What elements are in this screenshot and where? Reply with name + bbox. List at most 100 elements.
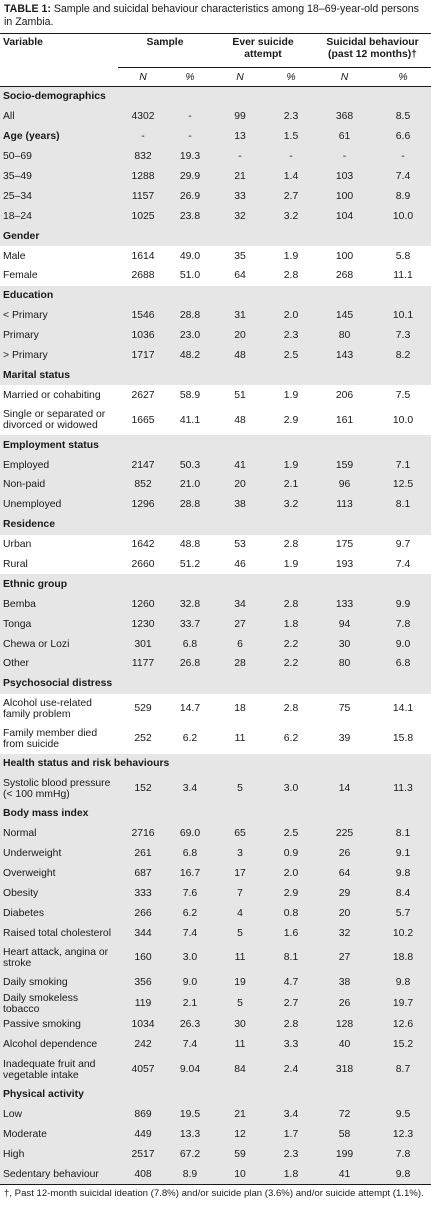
table-cell: 20 — [314, 903, 376, 924]
table-cell: 13 — [212, 126, 268, 147]
table-cell: 7.5 — [395, 389, 411, 401]
subheader-pct: % — [268, 67, 315, 87]
section-row: Marital status — [0, 365, 431, 386]
table-cell: 10.1 — [375, 305, 431, 326]
header-group-suicidal-behaviour: Suicidal behaviour (past 12 months)† — [314, 33, 431, 68]
table-cell: 49.0 — [179, 250, 201, 262]
table-cell: 1614 — [131, 250, 155, 262]
table-cell: 96 — [314, 475, 376, 495]
header-row: Variable Sample Ever suicide attempt Sui… — [0, 33, 431, 87]
table-cell: 27 — [212, 614, 268, 635]
row-label: Age (years) — [0, 126, 118, 147]
table-cell: 26.9 — [168, 186, 212, 207]
table-cell: 128 — [314, 1014, 376, 1035]
row-label: 50–69 — [0, 146, 118, 167]
table-cell: 26.8 — [168, 654, 212, 674]
table-cell: 11 — [212, 942, 268, 973]
row-label: Raised total cholesterol — [0, 923, 118, 943]
row-label: Heart attack, angina or stroke — [0, 942, 118, 973]
table-cell: 11 — [234, 733, 246, 745]
table-cell: 2.1 — [168, 992, 212, 1015]
row-label: Employed — [0, 455, 118, 476]
section-row: Residence — [0, 514, 431, 535]
table-cell: 2.7 — [268, 992, 315, 1015]
row-label: Passive smoking — [0, 1014, 118, 1035]
row-label: Other — [0, 654, 118, 674]
table-cell: 1546 — [118, 305, 168, 326]
table-cell: 51.0 — [179, 270, 201, 282]
row-label: Single or separated or divorced or widow… — [3, 409, 106, 432]
table-cell: 1025 — [118, 206, 168, 227]
table-cell: 34 — [212, 594, 268, 615]
table-cell: 41.1 — [179, 414, 201, 426]
table-cell: 26 — [314, 992, 376, 1015]
table-row: Daily smokeless tobacco 119 2.1 5 2.7 26 19.7 — [0, 992, 431, 1015]
table-cell: 145 — [314, 305, 376, 326]
table-cell: 6.8 — [375, 654, 431, 674]
table-cell: 6.8 — [168, 634, 212, 655]
subheader-row: N % N % N % — [0, 67, 431, 87]
table-cell: 529 — [134, 703, 152, 715]
table-cell: 21.0 — [168, 475, 212, 495]
table-cell: 1642 — [131, 539, 155, 551]
row-label: Inadequate fruit and vegetable intake — [0, 1054, 118, 1085]
row-label: > Primary — [0, 345, 118, 366]
table-row: Moderate 449 13.3 12 1.7 58 12.3 — [0, 1124, 431, 1145]
table-cell: - — [212, 146, 268, 167]
table-row: All 4302-99 2.3 368 8.5 — [0, 106, 431, 127]
table-cell: 7.4 — [168, 923, 212, 943]
table-row: 35–49 1288 29.9 21 1.4 103 7.4 — [0, 166, 431, 187]
table-cell: 10.2 — [375, 923, 431, 943]
table-cell: 356 — [118, 972, 168, 993]
table-row: Family member died from suicide 252 6.2 11 6… — [0, 724, 431, 754]
section-row: Physical activity — [0, 1084, 431, 1105]
table-cell: 15.8 — [392, 733, 414, 745]
table-cell: 4 — [212, 903, 268, 924]
table-cell: 5 — [212, 923, 268, 943]
table-cell: 69.0 — [168, 823, 212, 844]
section-row: Ethnic group — [0, 574, 431, 595]
table-cell: 1288 — [118, 166, 168, 187]
section-label: Body mass index — [0, 803, 431, 824]
table-cell: 1.8 — [268, 1164, 315, 1185]
subheader-pct: % — [375, 67, 431, 87]
table-row: 18–24 1025 23.8 32 3.2 104 10.0 — [0, 206, 431, 227]
row-label: 18–24 — [0, 206, 118, 227]
table-row: Employed 2147 50.3 41 1.9 159 7.1 — [0, 455, 431, 476]
row-label: Underweight — [0, 843, 118, 864]
table-cell: 333 — [118, 883, 168, 904]
table-cell: 59 — [212, 1144, 268, 1165]
table-cell: 687 — [118, 863, 168, 884]
row-label: Rural — [3, 559, 28, 571]
table-cell: 3.4 — [168, 773, 212, 804]
table-cell: 8.9 — [168, 1164, 212, 1185]
table-cell: 19.7 — [375, 992, 431, 1015]
table-row: Systolic blood pressure (< 100 mmHg) 152 3… — [0, 773, 431, 804]
table-row: 25–34 1157 26.9 33 2.7 100 8.9 — [0, 186, 431, 207]
table-cell: 161 — [335, 414, 354, 426]
section-row: Employment status — [0, 435, 431, 456]
table-cell: 46 — [234, 559, 246, 571]
row-label: Male — [3, 250, 26, 262]
table-cell: 2.8 — [268, 594, 315, 615]
table-cell: 8.1 — [375, 494, 431, 515]
table-cell: 19.5 — [168, 1104, 212, 1125]
table-cell: 9.1 — [375, 843, 431, 864]
table-cell: - — [268, 146, 315, 167]
table-cell: 1157 — [118, 186, 168, 207]
table-cell: - — [168, 126, 212, 147]
table-cell: 33 — [212, 186, 268, 207]
table-row: Urban 1642 48.8 53 2.8 175 9.7 — [0, 535, 431, 555]
table-cell: 11 — [212, 1034, 268, 1055]
table-cell: 5 — [212, 773, 268, 804]
table-cell: 12 — [212, 1124, 268, 1145]
table-cell: 193 — [335, 559, 354, 571]
table-cell: 266 — [118, 903, 168, 924]
table-cell: 1.7 — [268, 1124, 315, 1145]
table-cell: 11.1 — [393, 270, 413, 282]
table-row: Married or cohabiting 2627 58.9 51 1.9 206 7.5 — [0, 385, 431, 405]
table-cell: 12.5 — [375, 475, 431, 495]
table-cell: 3.0 — [268, 773, 315, 804]
section-label: Residence — [0, 514, 431, 535]
table-row: Raised total cholesterol 344 7.4 5 1.6 32 10.2 — [0, 923, 431, 943]
